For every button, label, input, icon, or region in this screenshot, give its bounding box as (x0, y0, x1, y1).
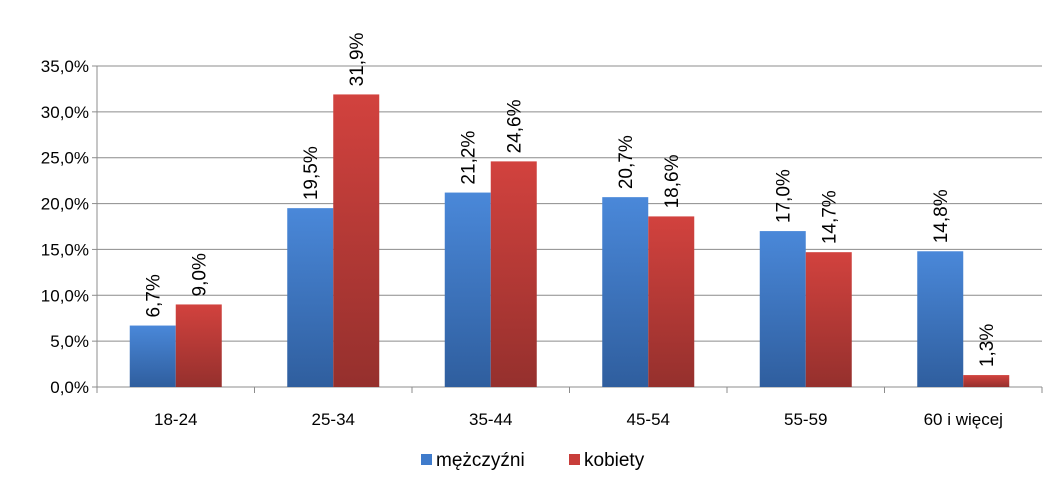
x-category-label: 25-34 (312, 410, 355, 429)
data-label: 18,6% (662, 154, 683, 208)
x-category-label: 60 i więcej (924, 410, 1003, 429)
bar-mezczyzni (602, 197, 649, 387)
y-tick-label: 30,0% (41, 103, 89, 122)
bar-mezczyzni (287, 208, 334, 387)
bar-kobiety (333, 94, 380, 387)
x-category-label: 55-59 (784, 410, 827, 429)
bar-mezczyzni (759, 231, 806, 387)
y-tick-label: 5,0% (50, 332, 89, 351)
data-label: 19,5% (301, 146, 322, 200)
legend-swatch (569, 454, 580, 465)
gridlines (97, 65, 1042, 342)
x-category-label: 35-44 (469, 410, 512, 429)
bar-kobiety (648, 216, 695, 387)
data-label: 1,3% (977, 324, 998, 367)
data-label: 14,7% (820, 190, 841, 244)
bar-kobiety (963, 375, 1010, 387)
bar-mezczyzni (917, 251, 964, 387)
y-tick-label: 20,0% (41, 195, 89, 214)
data-label: 9,0% (190, 253, 211, 296)
data-label: 24,6% (505, 99, 526, 153)
data-label: 31,9% (347, 32, 368, 86)
data-label: 6,7% (144, 274, 165, 317)
data-label: 21,2% (459, 131, 480, 185)
bar-kobiety (490, 161, 537, 387)
x-category-label: 18-24 (154, 410, 197, 429)
data-label: 14,8% (931, 189, 952, 243)
y-tick-label: 0,0% (50, 378, 89, 397)
legend-label: kobiety (584, 450, 645, 471)
x-category-label: 45-54 (627, 410, 670, 429)
legend-swatch (421, 454, 432, 465)
legend: mężczyźni kobiety (421, 450, 645, 471)
bar-mezczyzni (444, 192, 491, 387)
y-tick-label: 25,0% (41, 149, 89, 168)
bar-kobiety (175, 304, 222, 387)
y-tick-label: 15,0% (41, 240, 89, 259)
data-label: 20,7% (616, 135, 637, 189)
axes: 0,0% 5,0% 10,0% 15,0% 20,0% 25,0% 30,0% 35,0% 18… (41, 57, 1043, 429)
bar-mezczyzni (129, 325, 176, 387)
data-labels: 6,7% 19,5% 21,2% 20,7% 17,0% 14,8% 9,0% 31,9% 24… (144, 32, 999, 367)
bars (129, 94, 1010, 387)
bar-kobiety (805, 252, 852, 387)
legend-label: mężczyźni (436, 450, 525, 471)
y-tick-label: 10,0% (41, 286, 89, 305)
y-tick-label: 35,0% (41, 57, 89, 76)
data-label: 17,0% (774, 169, 795, 223)
